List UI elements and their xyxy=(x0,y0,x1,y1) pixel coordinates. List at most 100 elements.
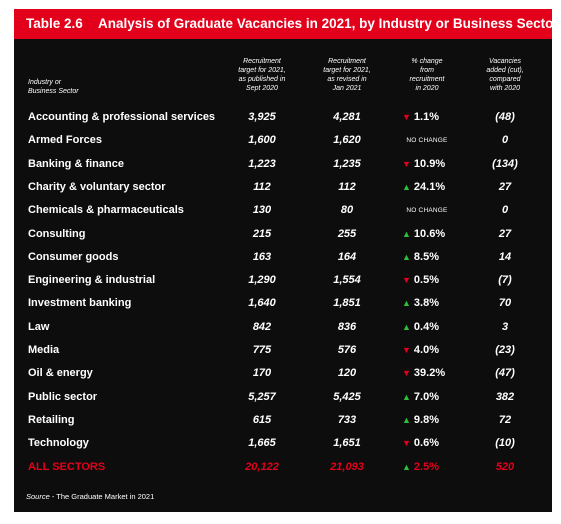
revised-2021-value: 5,425 xyxy=(333,390,361,403)
triangle-up-icon: ▲ xyxy=(402,251,411,262)
table-row: Law 842 836 ▲ 0.4% 3 xyxy=(14,316,552,339)
pct-change-value: 1.1% xyxy=(413,111,439,123)
target-2020-value: 5,257 xyxy=(248,390,276,403)
header-line: target for 2021, xyxy=(323,67,371,74)
triangle-up-icon: ▲ xyxy=(402,321,411,332)
pct-change-cell: ▲ 9.8% xyxy=(392,409,472,432)
pct-change-cell: ▲ 2.5% xyxy=(392,456,472,479)
pct-change-value: 7.0% xyxy=(413,390,439,403)
header-line: as revised in xyxy=(327,76,367,83)
vacancies-value: (7) xyxy=(498,274,512,287)
pct-change-value: 0.6% xyxy=(413,437,439,450)
sector-name: Investment banking xyxy=(28,297,132,310)
revised-2021-value: 255 xyxy=(337,227,357,240)
header-line: as published in xyxy=(238,76,286,83)
pct-change-cell: ▲ 24.1% xyxy=(392,176,472,199)
pct-change-value: 10.6% xyxy=(413,227,446,240)
header-line: Vacancies xyxy=(488,58,522,65)
sector-name: Charity & voluntary sector xyxy=(28,180,166,193)
triangle-down-icon: ▼ xyxy=(402,275,411,286)
revised-2021-value: 1,554 xyxy=(333,274,361,287)
table-title: Analysis of Graduate Vacancies in 2021, … xyxy=(98,16,559,31)
vacancies-value: (47) xyxy=(495,367,515,380)
header-line: target for 2021, xyxy=(238,67,286,74)
vacancies-value: (48) xyxy=(495,111,515,123)
revised-2021-value: 4,281 xyxy=(333,111,361,123)
revised-2021-value: 733 xyxy=(337,413,357,426)
vacancies-value: 3 xyxy=(501,320,509,333)
pct-change-value: 2.5% xyxy=(413,460,439,473)
revised-2021-value: 1,620 xyxy=(333,134,361,147)
pct-change-cell: ▲ 3.8% xyxy=(392,292,472,315)
vacancies-value: 72 xyxy=(498,413,512,426)
pct-change-cell: ▼ 39.2% xyxy=(392,362,472,385)
target-2020-value: 163 xyxy=(252,250,272,263)
revised-2021-value: 112 xyxy=(338,180,356,193)
revised-2021-value: 120 xyxy=(337,367,357,380)
vacancies-value: 382 xyxy=(495,390,515,403)
pct-change-cell: ▼ 0.6% xyxy=(392,432,472,455)
table-row: Armed Forces 1,600 1,620 NO CHANGE 0 xyxy=(14,129,552,152)
vacancies-value: 70 xyxy=(498,297,512,310)
target-2020-value: 112 xyxy=(253,180,271,193)
triangle-down-icon: ▼ xyxy=(402,368,411,379)
table-row: Consumer goods 163 164 ▲ 8.5% 14 xyxy=(14,246,552,269)
sector-name: Media xyxy=(28,344,60,356)
pct-change-value: 8.5% xyxy=(413,250,439,263)
revised-2021-value: 1,235 xyxy=(333,157,361,170)
revised-2021-value: 80 xyxy=(340,204,354,217)
pct-change-value: 3.8% xyxy=(413,297,439,310)
pct-change-value: 0.4% xyxy=(413,320,439,333)
revised-2021-value: 1,851 xyxy=(333,297,361,310)
triangle-up-icon: ▲ xyxy=(402,181,411,192)
triangle-down-icon: ▼ xyxy=(402,112,411,122)
pct-change-value: NO CHANGE xyxy=(406,207,448,215)
table-row: Technology 1,665 1,651 ▼ 0.6% (10) xyxy=(14,432,552,455)
sector-name: Engineering & industrial xyxy=(28,274,156,287)
header-target-2020: Recruitment target for 2021, as publishe… xyxy=(222,57,302,93)
pct-change-value: NO CHANGE xyxy=(406,137,448,145)
header-revised-2021: Recruitment target for 2021, as revised … xyxy=(307,57,387,93)
pct-change-cell: ▲ 7.0% xyxy=(392,386,472,409)
header-line: from xyxy=(420,67,434,74)
total-row: ALL SECTORS 20,122 21,093 ▲ 2.5% 520 xyxy=(14,456,552,479)
table-row: Oil & energy 170 120 ▼ 39.2% (47) xyxy=(14,362,552,385)
header-line: recruitment xyxy=(409,76,445,83)
target-2020-value: 1,223 xyxy=(248,157,276,170)
revised-2021-value: 21,093 xyxy=(330,460,364,473)
table-row: Engineering & industrial 1,290 1,554 ▼ 0.5% (… xyxy=(14,269,552,292)
header-line: compared xyxy=(489,76,521,83)
header-line: Jan 2021 xyxy=(332,85,362,92)
triangle-up-icon: ▲ xyxy=(402,298,411,309)
pct-change-value: 10.9% xyxy=(413,157,446,170)
target-2020-value: 3,925 xyxy=(248,111,276,123)
table-number: Table 2.6 xyxy=(26,16,83,31)
table-row: Chemicals & pharmaceuticals 130 80 NO CHANG… xyxy=(14,199,552,222)
sector-name: Consumer goods xyxy=(28,250,119,263)
vacancies-value: 27 xyxy=(498,180,512,193)
table-row: Consulting 215 255 ▲ 10.6% 27 xyxy=(14,223,552,246)
sector-name: Public sector xyxy=(28,390,98,403)
sector-name: Banking & finance xyxy=(28,157,124,170)
header-pct-change: % change from recruitment in 2020 xyxy=(392,57,462,93)
vacancies-value: (10) xyxy=(495,437,515,450)
table-row: Retailing 615 733 ▲ 9.8% 72 xyxy=(14,409,552,432)
pct-change-cell: ▲ 10.6% xyxy=(392,223,472,246)
table-row: Charity & voluntary sector 112 112 ▲ 24.1% 27 xyxy=(14,176,552,199)
triangle-down-icon: ▼ xyxy=(402,345,411,355)
header-line: Industry or xyxy=(28,79,62,86)
sector-name: Armed Forces xyxy=(28,134,102,147)
sector-name: Chemicals & pharmaceuticals xyxy=(28,204,184,217)
header-line: Business Sector xyxy=(28,88,79,95)
target-2020-value: 20,122 xyxy=(245,460,279,473)
triangle-up-icon: ▲ xyxy=(402,391,411,402)
pct-change-cell: NO CHANGE xyxy=(392,129,462,152)
table-row: Public sector 5,257 5,425 ▲ 7.0% 382 xyxy=(14,386,552,409)
pct-change-cell: ▼ 1.1% xyxy=(392,106,472,129)
target-2020-value: 215 xyxy=(252,227,272,240)
pct-change-value: 39.2% xyxy=(413,367,446,380)
pct-change-cell: ▼ 0.5% xyxy=(392,269,472,292)
pct-change-cell: NO CHANGE xyxy=(392,199,462,222)
header-line: added (cut), xyxy=(486,67,524,74)
sector-name: Retailing xyxy=(28,413,75,426)
